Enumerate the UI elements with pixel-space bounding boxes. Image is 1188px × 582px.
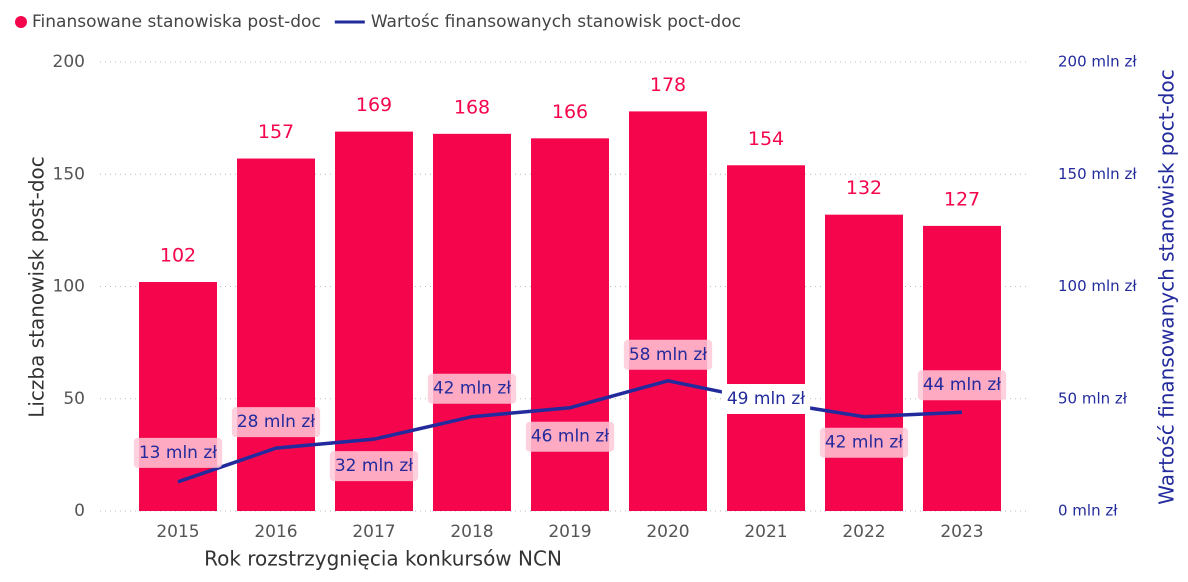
- line-value-label-text: 49 mln zł: [727, 389, 805, 409]
- line-value-label-text: 42 mln zł: [433, 379, 511, 399]
- label-bg: [819, 427, 909, 458]
- label-bg: [721, 383, 811, 414]
- bar-value-label: 168: [454, 96, 490, 118]
- label-bg: [427, 373, 517, 404]
- line-value-label-text: 28 mln zł: [237, 412, 315, 432]
- line-value-label-text: 32 mln zł: [335, 456, 413, 476]
- x-axis-title: Rok rozstrzygnięcia konkursów NCN: [204, 547, 562, 571]
- y2-tick-label: 150 mln zł: [1058, 165, 1137, 183]
- y2-tick-label: 50 mln zł: [1058, 389, 1128, 407]
- line-value-label-text: 13 mln zł: [139, 443, 217, 463]
- x-tick-label: 2022: [842, 522, 885, 542]
- bar-value-label: 102: [160, 245, 196, 267]
- x-tick-label: 2019: [548, 522, 591, 542]
- line-value-label: 42 mln zł: [819, 427, 909, 458]
- line-value-label: 13 mln zł: [133, 437, 223, 468]
- legend-swatch: [15, 16, 27, 28]
- legend-label: Finansowane stanowiska post-doc: [32, 12, 321, 32]
- y2-tick-label: 100 mln zł: [1058, 277, 1137, 295]
- bar-value-label: 127: [944, 188, 980, 210]
- line-value-label: 42 mln zł: [427, 373, 517, 404]
- x-tick-label: 2023: [940, 522, 983, 542]
- line-value-label-text: 58 mln zł: [629, 345, 707, 365]
- bar-value-label: 166: [552, 101, 588, 123]
- bar: [433, 133, 511, 511]
- bar: [923, 225, 1001, 511]
- y-tick-label: 150: [53, 164, 85, 184]
- line-value-label: 28 mln zł: [231, 407, 321, 438]
- y2-tick-label: 0 mln zł: [1058, 502, 1118, 520]
- bar-value-label: 132: [846, 177, 882, 199]
- label-bg: [329, 451, 419, 482]
- bar-value-label: 169: [356, 94, 392, 116]
- line-value-label: 32 mln zł: [329, 451, 419, 482]
- bar: [531, 138, 609, 511]
- label-bg: [917, 370, 1007, 401]
- y-tick-label: 200: [53, 52, 85, 72]
- y-axis-title: Liczba stanowisk post-doc: [25, 156, 49, 418]
- bar: [727, 165, 805, 511]
- bar: [825, 214, 903, 511]
- bar-value-label: 154: [748, 128, 784, 150]
- line-value-label-text: 46 mln zł: [531, 427, 609, 447]
- y-tick-label: 100: [53, 277, 85, 297]
- line-value-label: 58 mln zł: [623, 339, 713, 370]
- y-tick-label: 0: [74, 501, 85, 521]
- line-value-label-text: 44 mln zł: [923, 375, 1001, 395]
- bar-value-label: 178: [650, 74, 686, 96]
- x-tick-label: 2020: [646, 522, 689, 542]
- label-bg: [525, 421, 615, 452]
- bar: [237, 158, 315, 511]
- label-bg: [133, 437, 223, 468]
- line-value-label: 44 mln zł: [917, 370, 1007, 401]
- line-value-label-text: 42 mln zł: [825, 433, 903, 453]
- y2-axis-title: Wartość finansowanych stanowisk poct-doc: [1155, 69, 1179, 504]
- line-value-label: 46 mln zł: [525, 421, 615, 452]
- y-tick-label: 50: [63, 389, 85, 409]
- x-tick-label: 2016: [254, 522, 297, 542]
- label-bg: [623, 339, 713, 370]
- x-tick-label: 2018: [450, 522, 493, 542]
- x-tick-label: 2017: [352, 522, 395, 542]
- bar: [139, 282, 217, 511]
- bar: [629, 111, 707, 511]
- bar: [335, 131, 413, 511]
- line: [177, 378, 963, 484]
- bar-value-label: 157: [258, 121, 294, 143]
- legend-label: Wartośc finansowanych stanowisk poct-doc: [371, 12, 741, 32]
- x-tick-label: 2021: [744, 522, 787, 542]
- label-bg: [231, 407, 321, 438]
- line-value-label: 49 mln zł: [721, 383, 811, 414]
- y2-tick-label: 200 mln zł: [1058, 53, 1137, 71]
- x-tick-label: 2015: [156, 522, 199, 542]
